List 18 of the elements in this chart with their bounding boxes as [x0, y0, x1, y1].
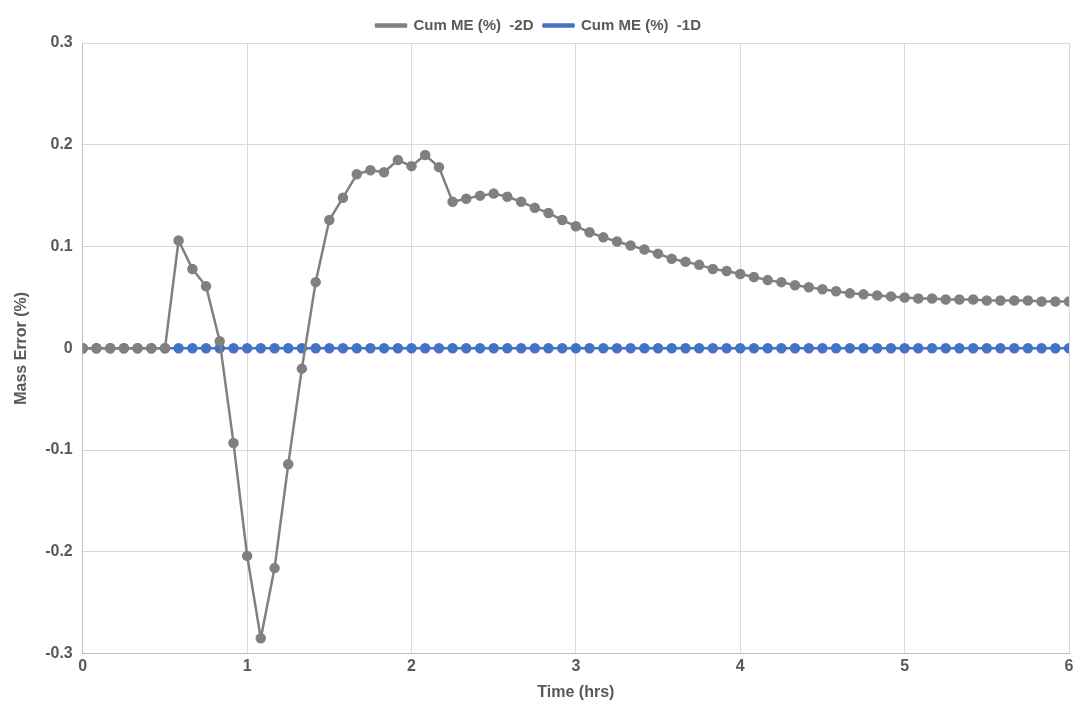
y-tick-label: 0.3	[50, 33, 73, 51]
x-tick-label: 2	[407, 656, 417, 674]
x-tick-label: 0	[78, 656, 88, 674]
x-tick-label: 5	[900, 656, 910, 674]
y-tick-label: 0.1	[50, 236, 73, 254]
y-tick-label: 0.2	[50, 135, 73, 153]
x-tick-label: 3	[571, 656, 581, 674]
x-tick-label: 4	[735, 656, 745, 674]
legend-label: Cum ME (%) -1D	[581, 15, 702, 33]
legend-label: Cum ME (%) -2D	[413, 15, 534, 33]
y-tick-label: -0.3	[45, 644, 73, 662]
y-tick-label: -0.1	[45, 440, 73, 458]
x-axis-title: Time (hrs)	[537, 682, 615, 700]
y-tick-label: -0.2	[45, 542, 73, 560]
x-tick-label: 6	[1064, 656, 1074, 674]
x-tick-label: 1	[242, 656, 252, 674]
y-axis-title: Mass Error (%)	[12, 291, 30, 405]
y-tick-label: 0	[63, 338, 73, 356]
